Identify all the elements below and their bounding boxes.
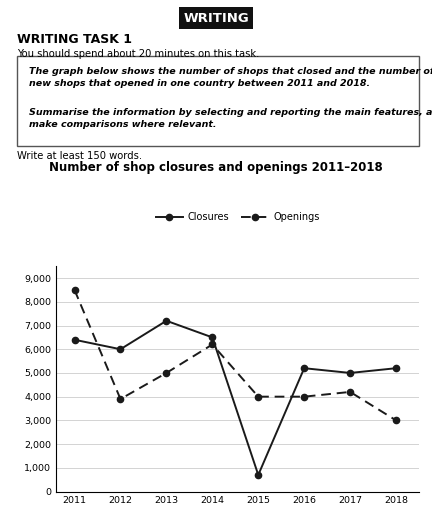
Text: You should spend about 20 minutes on this task.: You should spend about 20 minutes on thi…	[17, 49, 260, 59]
Text: Number of shop closures and openings 2011–2018: Number of shop closures and openings 201…	[49, 161, 383, 174]
Text: WRITING TASK 1: WRITING TASK 1	[17, 33, 132, 46]
Text: WRITING: WRITING	[183, 12, 249, 25]
Text: Summarise the information by selecting and reporting the main features, and
make: Summarise the information by selecting a…	[29, 109, 432, 129]
Text: Write at least 150 words.: Write at least 150 words.	[17, 151, 143, 161]
Legend: Closures, Openings: Closures, Openings	[152, 208, 324, 226]
Text: The graph below shows the number of shops that closed and the number of
new shop: The graph below shows the number of shop…	[29, 67, 432, 88]
